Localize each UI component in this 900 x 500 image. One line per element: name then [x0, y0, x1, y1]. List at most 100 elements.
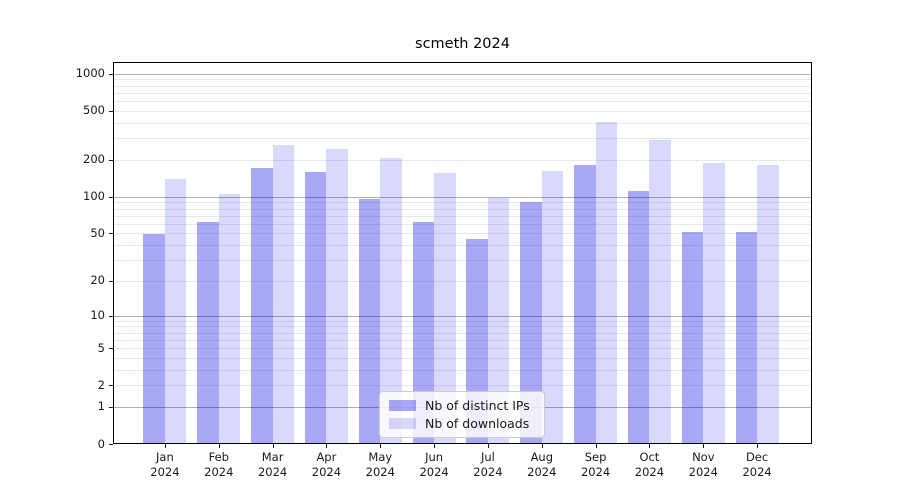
x-tick-mark — [380, 444, 382, 448]
x-tick-month: Apr — [316, 450, 337, 464]
x-tick-mark — [757, 444, 759, 448]
gridline-minor — [114, 92, 811, 94]
x-tick-month: Oct — [639, 450, 660, 464]
x-tick-year: 2024 — [580, 464, 611, 479]
x-tick-month: Jun — [425, 450, 444, 464]
legend-swatch-downloads — [389, 418, 416, 429]
bar-distinct-ips-jan — [143, 234, 165, 443]
bar-distinct-ips-jun — [412, 221, 435, 443]
bar-downloads-sep — [595, 122, 618, 443]
x-tick-month: Jul — [480, 450, 495, 464]
x-tick-label: Sep 2024 — [566, 450, 626, 479]
x-tick-mark — [487, 444, 489, 448]
gridline-minor — [114, 101, 811, 102]
legend-label-downloads: Nb of downloads — [425, 416, 530, 431]
x-tick-label: Jul 2024 — [458, 450, 518, 479]
legend-label-distinct-ips: Nb of distinct IPs — [425, 398, 530, 413]
x-tick-mark — [541, 444, 543, 448]
x-tick-year: 2024 — [365, 464, 395, 479]
bar-downloads-nov — [703, 162, 725, 443]
y-tick-mark — [109, 196, 113, 198]
bar-downloads-apr — [326, 148, 348, 443]
y-tick-label: 20 — [90, 273, 105, 288]
y-tick-label: 1000 — [75, 66, 105, 81]
gridline-minor — [114, 332, 811, 334]
y-tick-mark — [109, 348, 113, 349]
bar-distinct-ips-apr — [304, 172, 327, 443]
plot-spine-right — [811, 62, 812, 444]
gridline-minor — [114, 122, 811, 124]
gridline-minor — [114, 110, 811, 112]
gridline-minor — [114, 339, 811, 341]
gridline-minor — [114, 385, 811, 387]
x-tick-month: Sep — [584, 450, 607, 464]
bar-downloads-dec — [757, 165, 779, 443]
bar-distinct-ips-nov — [681, 232, 704, 443]
plot-area — [109, 62, 812, 445]
gridline-minor — [114, 357, 811, 359]
x-tick-year: 2024 — [257, 464, 288, 479]
legend: Nb of distinct IPs Nb of downloads — [379, 391, 545, 438]
x-tick-mark — [595, 444, 597, 448]
chart-title: scmeth 2024 — [415, 36, 510, 52]
x-tick-mark — [434, 444, 436, 448]
y-tick-label: 10 — [90, 308, 105, 322]
plot-spine-top — [113, 62, 812, 63]
gridline-minor — [114, 245, 811, 246]
x-tick-mark — [326, 444, 328, 448]
bar-distinct-ips-aug — [520, 201, 542, 443]
x-tick-year: 2024 — [473, 464, 503, 479]
x-tick-label: Aug 2024 — [512, 450, 572, 479]
x-tick-month: May — [368, 450, 393, 464]
gridline-minor — [114, 215, 811, 217]
x-tick-month: Feb — [208, 450, 229, 464]
y-tick-label: 200 — [83, 152, 105, 167]
y-tick-mark — [109, 110, 113, 112]
x-tick-year: 2024 — [527, 464, 557, 479]
gridline-minor — [114, 79, 811, 81]
y-tick-mark — [109, 385, 113, 387]
bar-downloads-jun — [434, 173, 456, 443]
gridline-minor — [114, 233, 811, 235]
x-tick-year: 2024 — [311, 464, 342, 479]
gridline-minor — [114, 159, 811, 161]
y-tick-mark — [109, 315, 113, 317]
x-tick-year: 2024 — [150, 464, 180, 479]
plot-spine-left — [113, 62, 114, 444]
gridline-minor — [114, 320, 811, 322]
bar-distinct-ips-dec — [735, 232, 758, 443]
y-tick-label: 0 — [97, 436, 105, 451]
y-tick-label: 500 — [83, 103, 105, 118]
y-tick-mark — [109, 280, 113, 282]
y-tick-label: 1 — [97, 399, 105, 414]
x-tick-month: Mar — [261, 450, 284, 464]
gridline-minor — [114, 202, 811, 204]
x-tick-label: Oct 2024 — [619, 450, 679, 479]
legend-entry-distinct-ips: Nb of distinct IPs — [389, 398, 535, 413]
x-tick-label: Feb 2024 — [189, 450, 249, 479]
x-tick-mark — [703, 444, 705, 448]
gridline-minor — [114, 326, 811, 328]
gridline-minor — [114, 369, 811, 371]
x-tick-month: Aug — [530, 450, 554, 464]
y-tick-label: 50 — [90, 225, 105, 240]
x-tick-year: 2024 — [742, 464, 772, 479]
x-tick-month: Dec — [745, 450, 769, 464]
y-tick-mark — [109, 233, 113, 235]
y-tick-mark — [109, 444, 113, 445]
x-tick-mark — [164, 444, 166, 448]
bar-distinct-ips-oct — [627, 191, 650, 443]
gridline-minor — [114, 348, 811, 349]
gridline-minor — [114, 280, 811, 282]
legend-swatch-distinct-ips — [389, 400, 416, 411]
bar-downloads-jul — [487, 197, 510, 443]
x-tick-label: Apr 2024 — [296, 450, 356, 479]
gridline-major — [114, 73, 811, 75]
gridline-minor — [114, 85, 811, 87]
y-tick-label: 2 — [97, 377, 105, 392]
bar-downloads-feb — [218, 194, 241, 443]
legend-entry-downloads: Nb of downloads — [389, 416, 535, 431]
gridline-minor — [114, 223, 811, 225]
bar-downloads-jan — [164, 178, 187, 443]
